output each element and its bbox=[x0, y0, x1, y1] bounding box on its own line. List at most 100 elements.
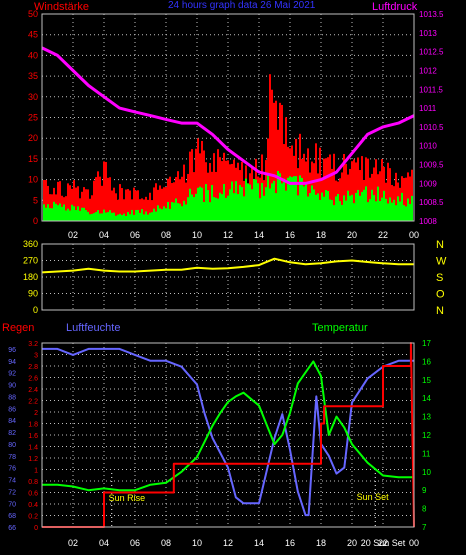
x-tick-label: 16 bbox=[285, 230, 295, 240]
avg-bar bbox=[91, 213, 93, 221]
gust-bar bbox=[233, 159, 235, 221]
avg-bar bbox=[63, 204, 65, 221]
avg-bar bbox=[115, 215, 117, 221]
avg-bar bbox=[109, 210, 111, 221]
avg-bar bbox=[135, 209, 137, 221]
avg-bar bbox=[379, 200, 381, 221]
avg-bar bbox=[391, 202, 393, 221]
gust-bar bbox=[221, 161, 223, 221]
gust-bar bbox=[107, 177, 109, 221]
avg-bar bbox=[285, 190, 287, 221]
avg-bar bbox=[213, 197, 215, 221]
gust-bar bbox=[297, 168, 299, 221]
avg-bar bbox=[53, 201, 55, 221]
gust-bar bbox=[273, 102, 275, 221]
gust-bar bbox=[155, 183, 157, 221]
avg-bar bbox=[405, 206, 407, 221]
avg-bar bbox=[337, 193, 339, 221]
humidity-y-tick: 82 bbox=[8, 430, 16, 437]
avg-bar bbox=[333, 205, 335, 221]
avg-bar bbox=[89, 214, 91, 221]
avg-bar bbox=[243, 196, 245, 221]
gust-bar bbox=[195, 148, 197, 221]
gust-bar bbox=[395, 172, 397, 221]
x-tick-label: 06 bbox=[130, 230, 140, 240]
avg-bar bbox=[177, 203, 179, 221]
gust-bar bbox=[359, 170, 361, 221]
pressure-y-tick: 1008.5 bbox=[419, 198, 444, 207]
pressure-y-tick: 1013.5 bbox=[419, 10, 444, 19]
humidity-y-tick: 70 bbox=[8, 501, 16, 508]
avg-bar bbox=[279, 173, 281, 221]
wind-y-tick: 0 bbox=[33, 216, 38, 226]
gust-bar bbox=[77, 186, 79, 221]
avg-bar bbox=[323, 196, 325, 221]
gust-bar bbox=[331, 168, 333, 221]
avg-bar bbox=[251, 189, 253, 221]
avg-bar bbox=[275, 193, 277, 221]
gust-bar bbox=[381, 159, 383, 221]
avg-bar bbox=[187, 197, 189, 221]
rain-y-tick: 1.8 bbox=[28, 422, 38, 429]
gust-bar bbox=[65, 196, 67, 221]
wind-y-tick: 50 bbox=[28, 9, 38, 19]
direction-y-tick: 0 bbox=[33, 305, 38, 315]
gust-bar bbox=[43, 179, 45, 221]
gust-bar bbox=[351, 161, 353, 221]
gust-bar bbox=[181, 176, 183, 221]
gust-bar bbox=[135, 190, 137, 221]
avg-bar bbox=[345, 200, 347, 221]
x-tick-label: 12 bbox=[223, 230, 233, 240]
avg-bar bbox=[297, 195, 299, 221]
rain-y-tick: 0.2 bbox=[28, 514, 38, 521]
gust-bar bbox=[91, 195, 93, 221]
gust-bar bbox=[379, 171, 381, 221]
pressure-y-tick: 1009 bbox=[419, 179, 437, 188]
avg-bar bbox=[367, 202, 369, 221]
avg-bar bbox=[303, 186, 305, 221]
gust-bar bbox=[217, 149, 219, 221]
avg-bar bbox=[355, 192, 357, 221]
gust-bar bbox=[179, 179, 181, 221]
wind-frame bbox=[41, 13, 415, 222]
x-tick-label: 00 bbox=[409, 230, 419, 240]
avg-bar bbox=[273, 180, 275, 221]
avg-bar bbox=[147, 214, 149, 221]
avg-bar bbox=[281, 183, 283, 221]
sunrise-label: Sun Rise bbox=[109, 493, 146, 503]
gust-bar bbox=[67, 183, 69, 221]
rain-line bbox=[42, 342, 415, 528]
avg-bar bbox=[201, 187, 203, 221]
gust-bar bbox=[75, 187, 77, 221]
avg-bar bbox=[215, 197, 217, 221]
rain-y-tick: 1 bbox=[34, 468, 38, 475]
wind-y-tick: 10 bbox=[28, 175, 38, 185]
avg-bar bbox=[161, 209, 163, 221]
gust-bar bbox=[341, 172, 343, 221]
avg-bar bbox=[339, 201, 341, 221]
gust-bar bbox=[349, 168, 351, 221]
avg-bar bbox=[331, 200, 333, 221]
sunset-time-label: 20 Sun Set bbox=[361, 538, 406, 548]
avg-bar bbox=[185, 204, 187, 221]
avg-bar bbox=[253, 178, 255, 221]
humidity-y-tick: 90 bbox=[8, 383, 16, 390]
avg-bar bbox=[315, 194, 317, 221]
gust-bar bbox=[143, 199, 145, 221]
gust-bar bbox=[323, 158, 325, 221]
avg-bar bbox=[321, 192, 323, 221]
humidity-label: Luftfeuchte bbox=[66, 322, 120, 334]
gust-bar bbox=[339, 178, 341, 221]
avg-bar bbox=[181, 206, 183, 221]
temperature-label: Temperatur bbox=[312, 322, 368, 334]
gust-bar bbox=[275, 100, 277, 221]
avg-bar bbox=[203, 202, 205, 221]
pressure-y-tick: 1012.5 bbox=[419, 48, 444, 57]
avg-bar bbox=[267, 173, 269, 221]
direction-frame bbox=[41, 243, 415, 311]
direction-line bbox=[41, 257, 414, 274]
direction-y-tick: 360 bbox=[23, 239, 38, 249]
avg-bar bbox=[111, 212, 113, 221]
pressure-y-tick: 1010.5 bbox=[419, 123, 444, 132]
gust-bar bbox=[409, 176, 411, 221]
